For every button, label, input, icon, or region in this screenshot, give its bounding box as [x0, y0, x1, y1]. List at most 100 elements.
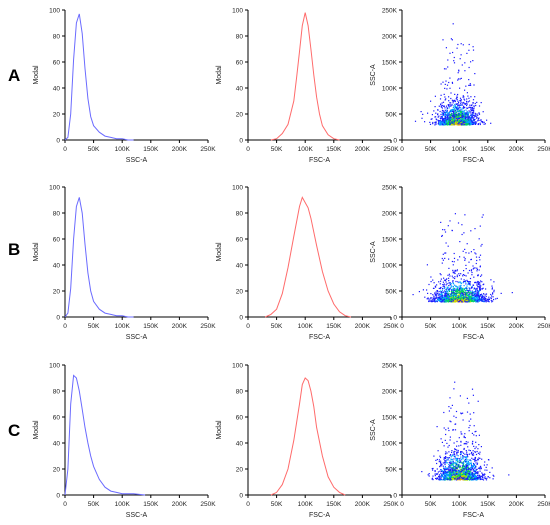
scatter-point: [454, 453, 456, 456]
scatter-point: [462, 455, 464, 457]
scatter-point: [468, 115, 470, 117]
scatter-point: [485, 466, 487, 468]
scatter-point: [455, 410, 458, 413]
scatter-point: [456, 270, 458, 272]
scatter-point: [454, 123, 456, 125]
scatter-point: [454, 457, 457, 459]
scatter-point: [472, 473, 475, 475]
scatter-point: [482, 214, 484, 216]
scatter-point: [458, 292, 460, 294]
scatter-point: [441, 234, 443, 237]
scatter-point: [451, 285, 453, 287]
scatter-point: [451, 118, 453, 120]
scatter-point: [471, 274, 473, 276]
scatter-point: [456, 114, 458, 116]
scatter-point: [475, 297, 477, 299]
scatter-point: [452, 467, 454, 469]
scatter-point: [465, 115, 467, 117]
scatter-point: [464, 456, 466, 458]
scatter-point: [452, 271, 454, 273]
scatter-point: [454, 473, 456, 475]
scatter-point: [467, 95, 469, 97]
scatter-point: [471, 464, 473, 467]
scatter-point: [453, 109, 455, 111]
scatter-point: [470, 292, 472, 294]
scatter-point: [459, 297, 461, 299]
scatter-point: [465, 281, 467, 283]
scatter-point: [464, 292, 466, 294]
scatter-point: [432, 467, 434, 470]
scatter-point: [467, 295, 469, 297]
scatter-point: [436, 290, 438, 292]
scatter-point: [468, 477, 470, 479]
y-tick-label: 40: [53, 262, 61, 269]
scatter-point: [472, 298, 474, 301]
scatter-point: [454, 213, 456, 215]
scatter-point: [464, 299, 466, 301]
scatter-point: [460, 472, 462, 474]
x-axis-label: SSC-A: [126, 512, 148, 519]
scatter-point: [463, 122, 465, 124]
scatter-point: [471, 473, 473, 475]
scatter-point: [466, 478, 468, 480]
scatter-point: [466, 116, 468, 118]
y-axis-label: Modal: [33, 65, 40, 85]
scatter-point: [456, 118, 458, 120]
scatter-point: [437, 114, 439, 116]
scatter-point: [451, 474, 453, 476]
scatter-point: [475, 121, 477, 123]
scatter-point: [448, 112, 450, 114]
scatter-point: [473, 463, 475, 465]
scatter-point: [448, 293, 450, 295]
scatter-point: [467, 272, 469, 274]
scatter-point: [449, 397, 451, 399]
scatter-point: [466, 98, 468, 100]
y-tick-label: 20: [236, 111, 244, 118]
scatter-point: [468, 79, 470, 81]
scatter-point: [463, 293, 465, 295]
scatter-point: [478, 113, 481, 115]
scatter-point: [454, 117, 456, 119]
scatter-point: [441, 474, 443, 476]
scatter-point: [469, 473, 471, 475]
scatter-point: [444, 83, 446, 85]
scatter-point: [444, 477, 446, 479]
y-tick-label: 200K: [382, 210, 398, 217]
scatter-point: [445, 123, 447, 125]
scatter-point: [459, 290, 461, 292]
scatter-point: [431, 478, 433, 480]
scatter-point: [443, 299, 445, 301]
scatter-point: [469, 479, 471, 481]
chart-panel-c-ssc: 0 50K 100K 150K 200K 250K020406080100SSC-AMod…: [33, 362, 216, 519]
scatter-point: [475, 478, 477, 480]
scatter-point: [449, 436, 451, 438]
scatter-point: [450, 297, 452, 299]
scatter-point: [468, 449, 470, 451]
scatter-point: [472, 294, 474, 296]
scatter-point: [445, 122, 447, 124]
scatter-point: [478, 292, 480, 294]
scatter-point: [453, 298, 455, 300]
scatter-point: [466, 119, 468, 121]
scatter-point: [467, 298, 469, 300]
scatter-point: [460, 287, 462, 289]
scatter-point: [451, 292, 453, 294]
scatter-point: [461, 289, 463, 291]
scatter-point: [442, 470, 444, 472]
scatter-point: [445, 295, 447, 297]
chart-panel-b-fsc: 0 50K 100K 150K 200K 250K020406080100FSC-AMod…: [216, 184, 399, 341]
scatter-point: [465, 469, 468, 471]
scatter-point: [442, 120, 444, 122]
scatter-point: [458, 470, 460, 472]
scatter-point: [463, 292, 465, 294]
scatter-point: [471, 121, 473, 124]
scatter-point: [449, 52, 451, 54]
scatter-point: [445, 290, 448, 292]
scatter-point: [479, 286, 481, 288]
scatter-point: [492, 478, 494, 480]
y-axis-label: Modal: [33, 420, 40, 440]
scatter-point: [451, 473, 453, 475]
scatter-point: [459, 459, 461, 461]
scatter-point: [459, 123, 461, 125]
scatter-point: [464, 106, 466, 109]
